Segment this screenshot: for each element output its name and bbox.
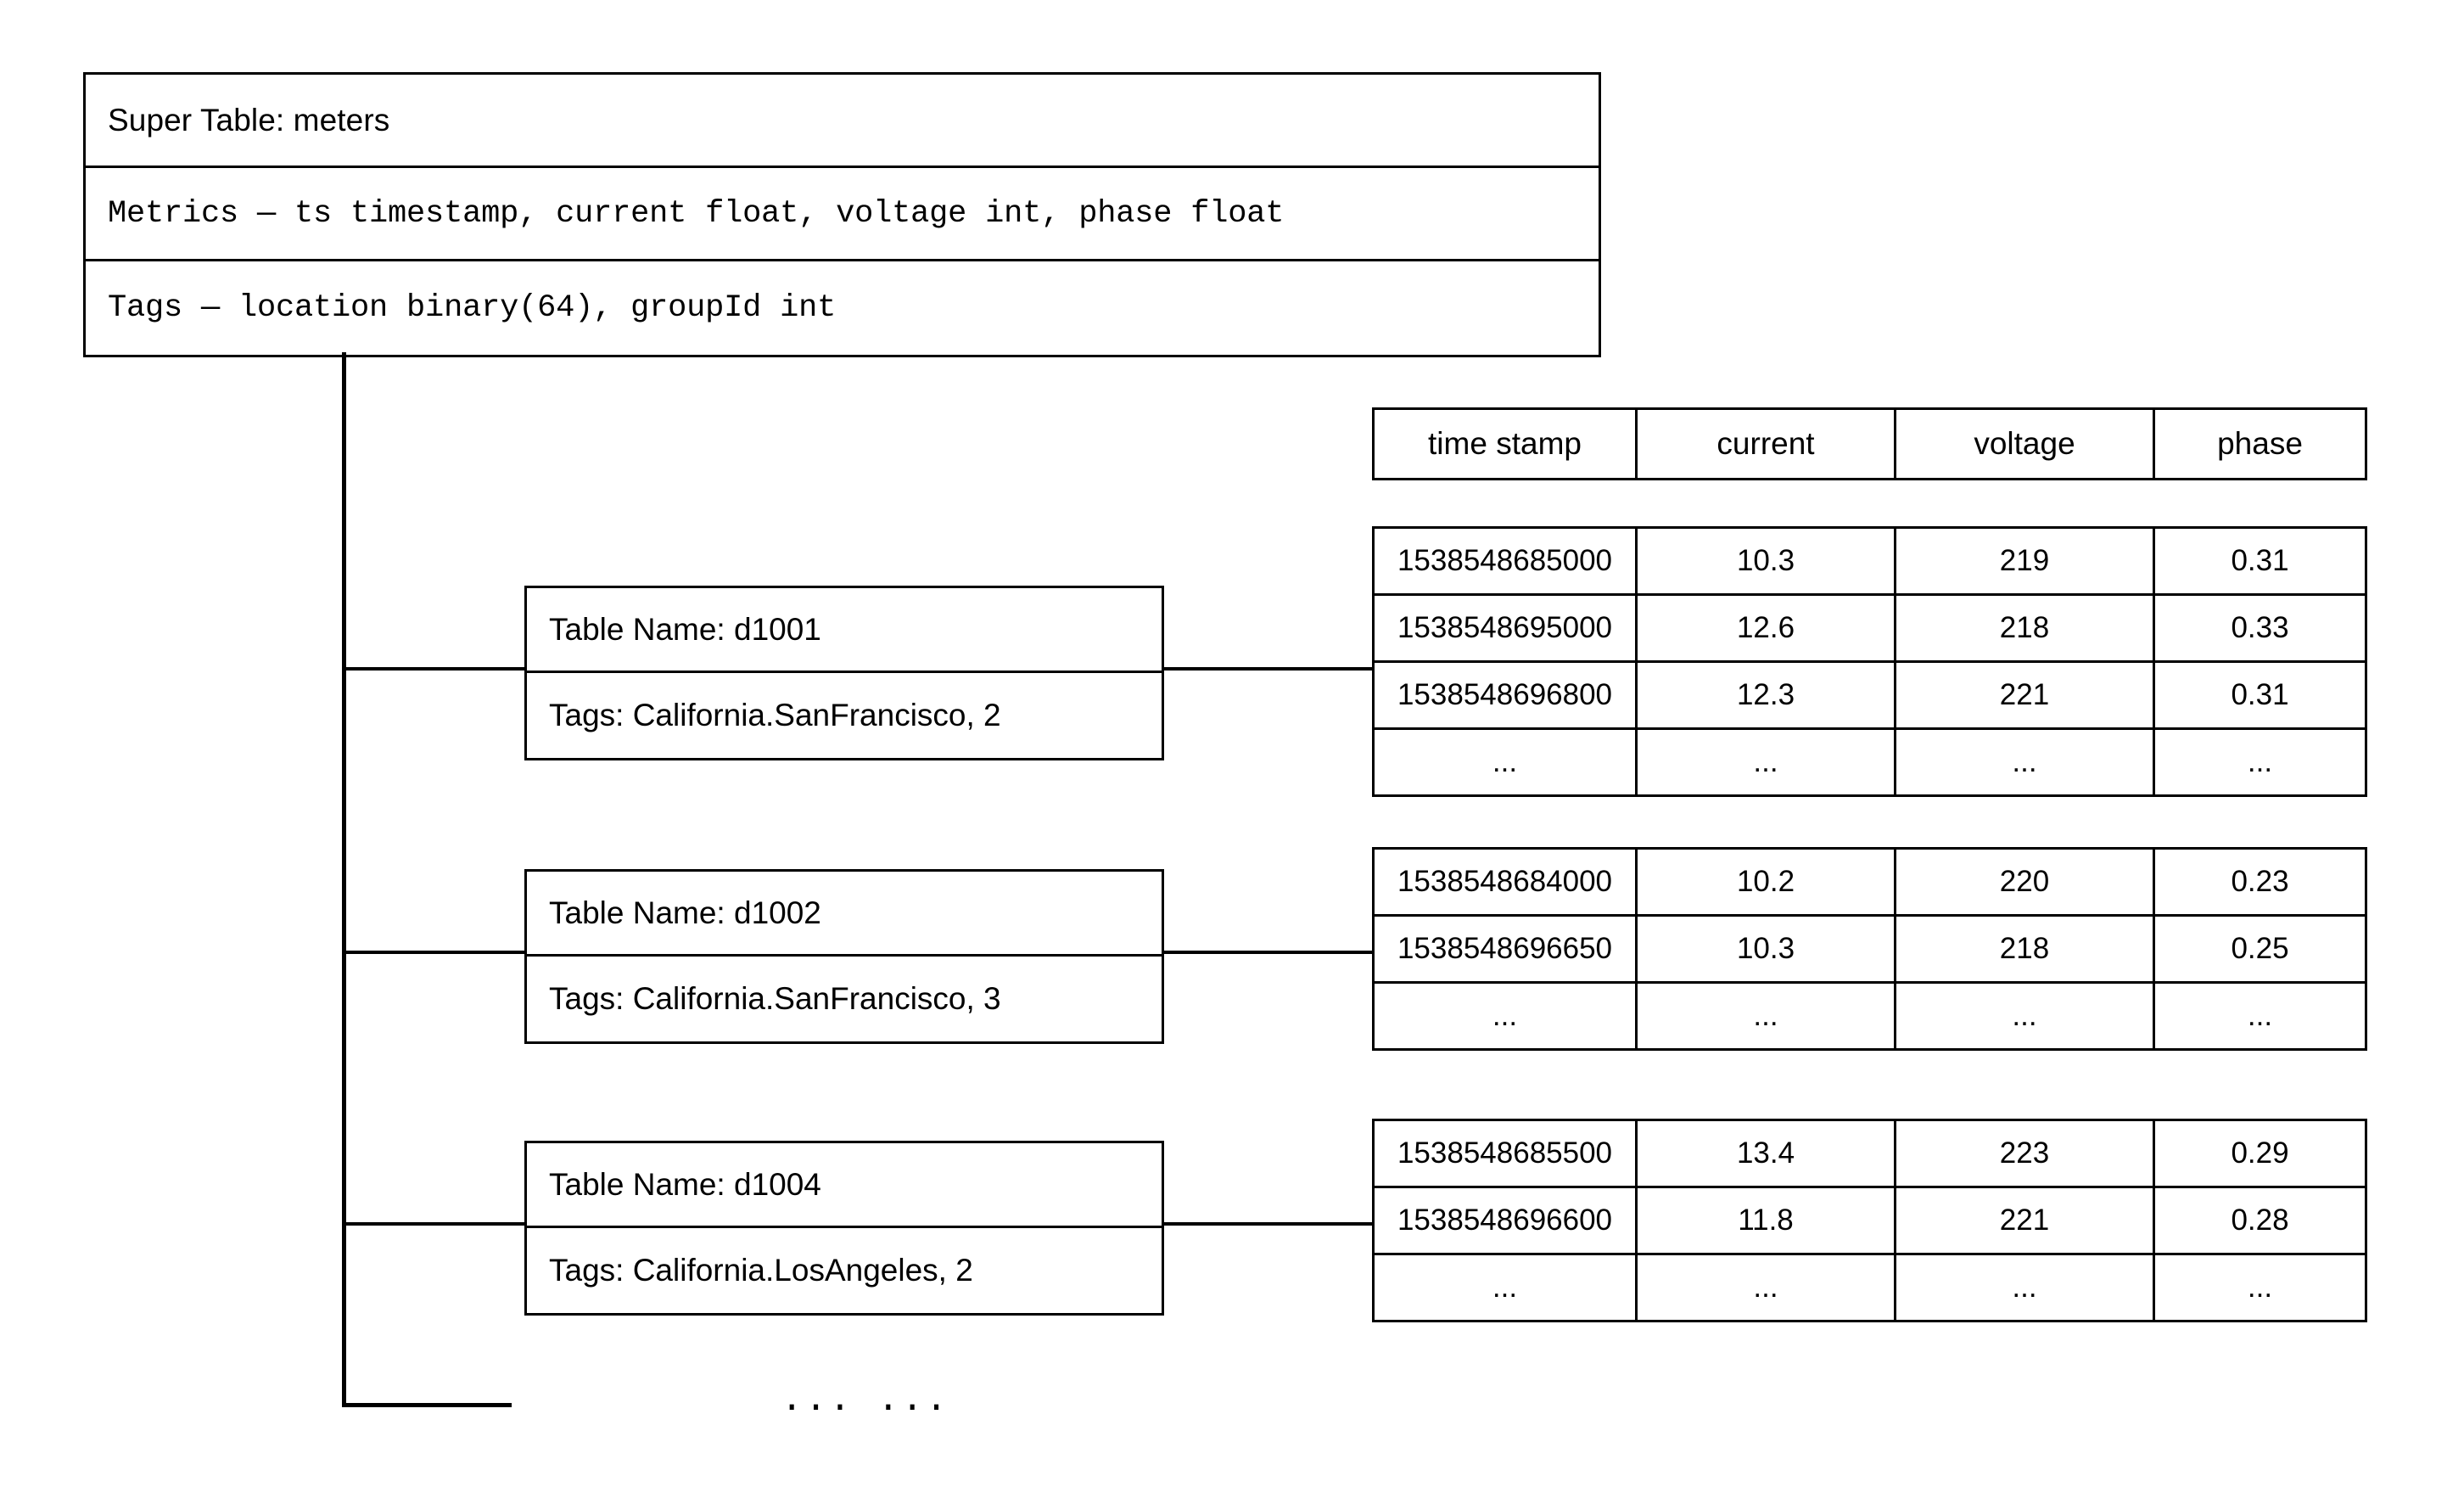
cell-timestamp: 1538548695000: [1372, 593, 1638, 663]
super-table-metrics-row: Metrics — ts timestamp, current float, v…: [86, 168, 1599, 261]
cell-phase: 0.28: [2153, 1186, 2367, 1255]
super-table-title-row: Super Table: meters: [86, 75, 1599, 168]
data-table-d1002: 1538548684000 10.2 220 0.23 153854869665…: [1372, 847, 2367, 1051]
cell-phase: ...: [2153, 727, 2367, 797]
sub-table-name-d1004: Table Name: d1004: [527, 1143, 1162, 1228]
cell-voltage: ...: [1894, 1253, 2155, 1322]
column-header-voltage: voltage: [1894, 407, 2155, 480]
cell-phase: ...: [2153, 1253, 2367, 1322]
data-table-header: time stamp current voltage phase: [1372, 407, 2367, 480]
cell-current: ...: [1635, 727, 1896, 797]
column-header-phase: phase: [2153, 407, 2367, 480]
sub-table-box-d1001: Table Name: d1001 Tags: California.SanFr…: [524, 586, 1164, 760]
cell-voltage: ...: [1894, 727, 2155, 797]
sub-table-tags-d1002: Tags: California.SanFrancisco, 3: [549, 981, 1001, 1016]
cell-timestamp: 1538548696650: [1372, 914, 1638, 984]
cell-current: ...: [1635, 1253, 1896, 1322]
link-connector-d1002: [1162, 951, 1375, 954]
cell-current: 11.8: [1635, 1186, 1896, 1255]
branch-connector-d1004: [342, 1222, 526, 1226]
link-connector-d1004: [1162, 1222, 1375, 1226]
cell-phase: 0.31: [2153, 660, 2367, 730]
data-table-d1001: 1538548685000 10.3 219 0.31 153854869500…: [1372, 526, 2367, 797]
branch-connector-d1001: [342, 667, 526, 671]
cell-phase: 0.31: [2153, 526, 2367, 596]
cell-voltage: ...: [1894, 981, 2155, 1051]
sub-table-tags-d1004: Tags: California.LosAngeles, 2: [549, 1253, 973, 1288]
link-connector-d1001: [1162, 667, 1375, 671]
super-table-tags: Tags — location binary(64), groupId int: [108, 290, 837, 326]
table-row: 1538548696650 10.3 218 0.25: [1372, 914, 2367, 984]
branch-connector-d1002: [342, 951, 526, 954]
super-table-tags-row: Tags — location binary(64), groupId int: [86, 261, 1599, 355]
table-row: 1538548696600 11.8 221 0.28: [1372, 1186, 2367, 1255]
cell-voltage: 221: [1894, 660, 2155, 730]
cell-voltage: 223: [1894, 1119, 2155, 1188]
cell-timestamp: 1538548685500: [1372, 1119, 1638, 1188]
cell-current: 12.3: [1635, 660, 1896, 730]
cell-current: 13.4: [1635, 1119, 1896, 1188]
sub-table-tags-d1001: Tags: California.SanFrancisco, 2: [549, 698, 1001, 732]
cell-current: 12.6: [1635, 593, 1896, 663]
cell-voltage: 218: [1894, 914, 2155, 984]
trunk-end-stub: [342, 1403, 512, 1407]
column-header-current: current: [1635, 407, 1896, 480]
table-row: 1538548685000 10.3 219 0.31: [1372, 526, 2367, 596]
cell-timestamp: 1538548685000: [1372, 526, 1638, 596]
cell-timestamp: ...: [1372, 1253, 1638, 1322]
super-table-title: Super Table: meters: [108, 102, 390, 137]
cell-voltage: 219: [1894, 526, 2155, 596]
sub-table-box-d1002: Table Name: d1002 Tags: California.SanFr…: [524, 869, 1164, 1044]
data-table-d1004: 1538548685500 13.4 223 0.29 153854869660…: [1372, 1119, 2367, 1322]
cell-timestamp: 1538548696600: [1372, 1186, 1638, 1255]
cell-timestamp: 1538548684000: [1372, 847, 1638, 917]
table-header-row: time stamp current voltage phase: [1372, 407, 2367, 480]
cell-voltage: 221: [1894, 1186, 2155, 1255]
cell-current: 10.3: [1635, 914, 1896, 984]
cell-phase: 0.29: [2153, 1119, 2367, 1188]
cell-voltage: 220: [1894, 847, 2155, 917]
sub-table-box-d1004: Table Name: d1004 Tags: California.LosAn…: [524, 1141, 1164, 1316]
cell-phase: 0.23: [2153, 847, 2367, 917]
cell-phase: 0.25: [2153, 914, 2367, 984]
table-row-ellipsis: ... ... ... ...: [1372, 727, 2367, 797]
sub-table-name-d1001: Table Name: d1001: [527, 588, 1162, 673]
cell-phase: 0.33: [2153, 593, 2367, 663]
cell-current: ...: [1635, 981, 1896, 1051]
sub-table-name-d1002: Table Name: d1002: [527, 872, 1162, 957]
cell-current: 10.3: [1635, 526, 1896, 596]
table-row: 1538548696800 12.3 221 0.31: [1372, 660, 2367, 730]
table-row: 1538548685500 13.4 223 0.29: [1372, 1119, 2367, 1188]
cell-timestamp: ...: [1372, 981, 1638, 1051]
table-row: 1538548695000 12.6 218 0.33: [1372, 593, 2367, 663]
trunk-connector-line: [342, 352, 346, 1407]
table-row: 1538548684000 10.2 220 0.23: [1372, 847, 2367, 917]
cell-timestamp: 1538548696800: [1372, 660, 1638, 730]
cell-current: 10.2: [1635, 847, 1896, 917]
super-table-metrics: Metrics — ts timestamp, current float, v…: [108, 195, 1285, 232]
column-header-timestamp: time stamp: [1372, 407, 1638, 480]
cell-voltage: 218: [1894, 593, 2155, 663]
more-tables-ellipsis: ... ...: [781, 1379, 949, 1422]
super-table-box: Super Table: meters Metrics — ts timesta…: [83, 72, 1601, 357]
cell-timestamp: ...: [1372, 727, 1638, 797]
table-row-ellipsis: ... ... ... ...: [1372, 981, 2367, 1051]
cell-phase: ...: [2153, 981, 2367, 1051]
table-row-ellipsis: ... ... ... ...: [1372, 1253, 2367, 1322]
